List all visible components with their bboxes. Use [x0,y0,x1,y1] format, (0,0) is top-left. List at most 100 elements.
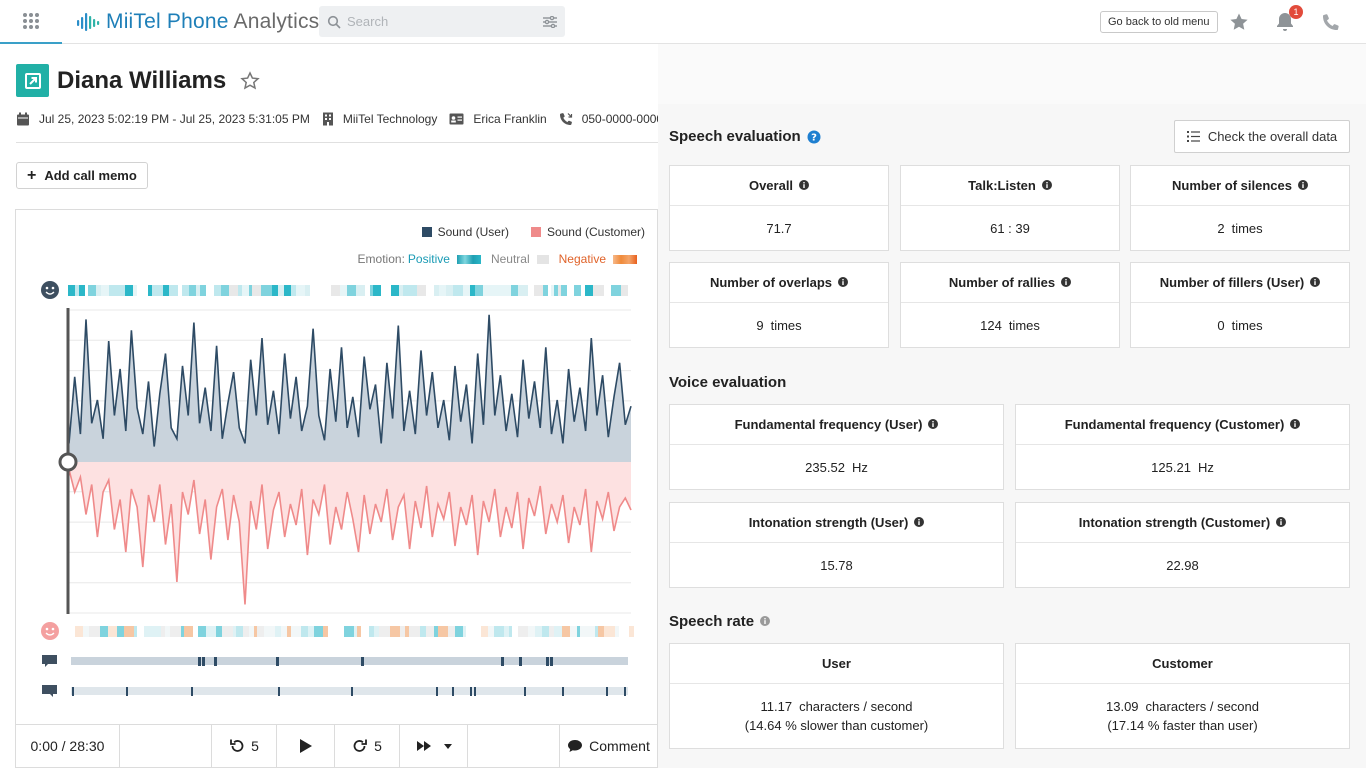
face-mouth [45,291,55,295]
card-label: Customer [1152,656,1213,671]
card-unit: times [1231,220,1263,236]
face-eye [51,286,55,290]
top-bar: MiiTel Phone Analytics Go back to old me… [0,0,1366,44]
apps-grid-icon[interactable] [0,0,62,44]
bell-icon[interactable]: 1 [1273,5,1303,34]
customer-emotion-strip-segment [448,626,455,637]
legend-customer[interactable]: Sound (Customer) [530,225,645,239]
external-link-icon[interactable] [16,64,49,97]
user-emotion-strip-segment [621,285,628,296]
info-icon[interactable] [914,515,925,530]
user-emotion-strip-segment [391,285,399,296]
info-icon[interactable] [1061,275,1072,290]
calendar-icon [17,112,29,126]
info-icon[interactable] [799,178,810,193]
user-emotion-strip-segment [548,285,551,296]
emotion-legend: Emotion: Positive Neutral Negative [358,252,637,266]
customer-comment-marker [562,687,564,696]
info-icon[interactable] [928,417,939,432]
info-icon[interactable] [1310,275,1321,290]
speech-rate-customer-card: Customer 13.09 characters / second (17.14… [1015,643,1350,749]
customer-emotion-strip-segment [281,626,287,637]
user-emotion-strip-segment [370,285,373,296]
face-mouth [45,632,55,636]
search-input[interactable] [347,14,543,29]
check-overall-data-button[interactable]: Check the overall data [1174,120,1350,153]
player-spacer [120,725,212,767]
user-emotion-strip-segment [356,285,365,296]
card-value: 9 [756,317,764,333]
phone-icon[interactable] [1319,10,1343,34]
sound-legend: Sound (User) Sound (Customer) [400,225,645,239]
customer-emotion-face-icon [41,622,59,640]
card-value: 2 [1217,220,1225,236]
user-emotion-strip-segment [221,285,229,296]
positive-swatch [456,254,481,264]
forward-button[interactable]: 5 [352,738,382,754]
info-icon[interactable] [838,275,849,290]
fundamental-frequency-customer-card: Fundamental frequency (Customer) 125.21 H… [1015,404,1350,490]
customer-emotion-strip-segment [233,626,236,637]
customer-sound-line [68,469,632,605]
comment-label: Comment [589,738,650,754]
card-label: Fundamental frequency (Customer) [1064,417,1285,432]
legend-user[interactable]: Sound (User) [421,225,509,239]
customer-emotion-strip-segment [512,626,518,637]
speech-rate-label: Speech rate [669,613,755,630]
customer-emotion-strip-segment [488,626,494,637]
customer-emotion-strip-segment [301,626,308,637]
info-icon[interactable] [760,613,771,630]
app-logo[interactable]: MiiTel Phone Analytics [76,8,319,36]
card-value: 125.21 [1151,459,1191,475]
user-emotion-strip-segment [200,285,206,296]
user-emotion-strip-segment [284,285,291,296]
customer-emotion-strip-segment [481,626,488,637]
user-emotion-strip-segment [443,285,446,296]
go-back-old-menu-button[interactable]: Go back to old menu [1100,11,1218,33]
incoming-call-icon [559,113,572,125]
customer-emotion-strip-segment [577,626,580,637]
customer-emotion-strip-segment [420,626,426,637]
help-icon[interactable]: ? [807,130,821,144]
customer-emotion-strip-segment [170,626,181,637]
emotion-positive-label: Positive [407,252,450,266]
user-emotion-strip-segment [101,285,109,296]
customer-emotion-strip-segment [434,626,438,637]
user-emotion-strip-segment [109,285,116,296]
user-emotion-strip-segment [403,285,414,296]
user-emotion-strip-segment [242,285,249,296]
add-call-memo-label: Add call memo [44,168,137,183]
customer-emotion-strip-segment [619,626,629,637]
divider [16,142,658,143]
user-emotion-strip-segment [483,285,493,296]
favorite-star-icon[interactable] [240,70,260,91]
customer-emotion-strip-segment [222,626,233,637]
add-call-memo-button[interactable]: + Add call memo [16,162,148,189]
customer-emotion-strip-segment [206,626,216,637]
user-comment-marker [550,657,553,666]
comment-button[interactable]: Comment [567,738,650,754]
user-emotion-strip-segment [272,285,278,296]
filter-settings-icon[interactable] [543,15,557,28]
customer-comment-marker [126,687,128,696]
rewind-button[interactable]: 5 [229,738,259,754]
customer-emotion-strip-segment [68,626,75,637]
emotion-negative-label: Negative [558,252,606,266]
info-icon[interactable] [1297,178,1308,193]
info-icon[interactable] [1276,515,1287,530]
info-icon[interactable] [1041,178,1052,193]
user-emotion-strip-segment [497,285,505,296]
customer-emotion-strip-segment [117,626,124,637]
customer-emotion-strip-segment [615,626,619,637]
star-icon[interactable] [1227,10,1251,34]
playback-speed-button[interactable] [416,740,452,752]
info-icon[interactable] [1290,417,1301,432]
customer-emotion-strip-segment [438,626,448,637]
user-emotion-strip-segment [574,285,581,296]
user-emotion-strip-segment [593,285,604,296]
customer-emotion-strip-segment [216,626,222,637]
company-name: MiiTel Technology [342,112,438,126]
user-emotion-strip-segment [189,285,196,296]
play-button[interactable] [299,738,313,754]
sound-chart [41,281,634,697]
